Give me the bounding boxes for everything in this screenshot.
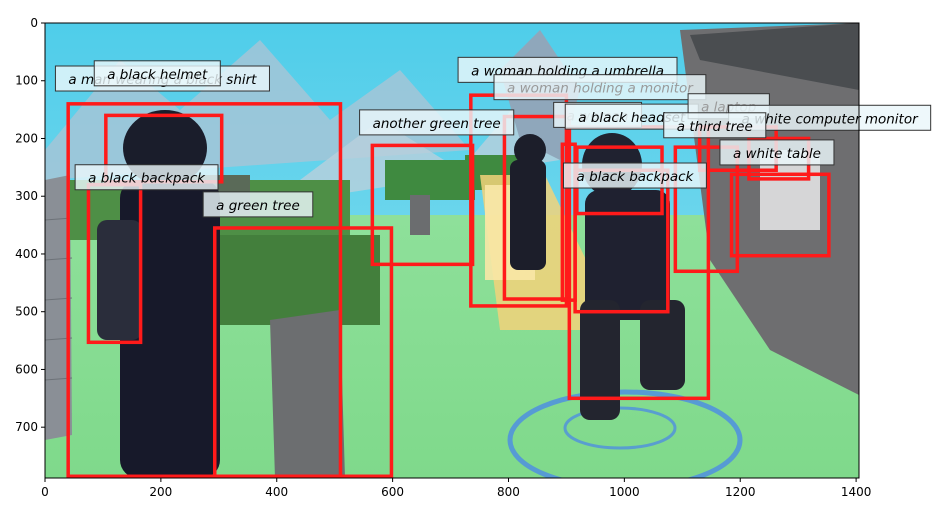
box-label-background xyxy=(663,112,767,139)
x-tick-label: 200 xyxy=(149,485,172,499)
y-tick-label: 0 xyxy=(30,16,38,30)
box-label-background xyxy=(719,139,835,166)
box-label: a third tree xyxy=(677,119,753,135)
box-label: a black backpack xyxy=(88,171,206,187)
box-label-group: a third tree xyxy=(663,112,767,139)
x-tick-label: 600 xyxy=(381,485,404,499)
bounding-box xyxy=(729,172,831,258)
y-tick-label: 100 xyxy=(15,74,38,88)
box-label-group: a black backpack xyxy=(563,162,707,189)
y-axis: 0 100 200 300 400 500 600 700 xyxy=(15,16,45,434)
x-tick-label: 800 xyxy=(497,485,520,499)
box-label-group: a black helmet xyxy=(93,60,221,87)
box-label: a white table xyxy=(733,146,821,162)
box-label-group: a white table xyxy=(719,139,835,166)
x-tick-label: 1200 xyxy=(725,485,756,499)
y-tick-label: 200 xyxy=(15,131,38,145)
x-tick-label: 1400 xyxy=(841,485,872,499)
x-tick-label: 1000 xyxy=(609,485,640,499)
box-label-background xyxy=(493,74,707,101)
x-tick-label: 0 xyxy=(41,485,49,499)
y-tick-label: 400 xyxy=(15,247,38,261)
y-tick-label: 600 xyxy=(15,362,38,376)
box-label-group: a woman holding a monitor xyxy=(493,74,707,101)
y-tick-label: 700 xyxy=(15,420,38,434)
bounding-box xyxy=(66,102,343,479)
box-label: a black helmet xyxy=(107,67,208,83)
x-tick-label: 400 xyxy=(265,485,288,499)
box-label-group: a green tree xyxy=(202,191,314,218)
box-label: a white computer monitor xyxy=(742,111,919,127)
y-tick-label: 500 xyxy=(15,305,38,319)
x-axis: 0 200 400 600 800 1000 1200 1400 xyxy=(41,478,871,499)
box-label-background xyxy=(74,164,219,191)
box-label: a black backpack xyxy=(577,169,695,185)
bounding-box xyxy=(673,145,740,274)
box-label-background xyxy=(202,191,314,218)
box-label-group: a black backpack xyxy=(74,164,219,191)
box-label: a green tree xyxy=(216,198,300,214)
box-label: a woman holding a monitor xyxy=(507,81,694,97)
box-label-background xyxy=(563,162,707,189)
y-tick-label: 300 xyxy=(15,189,38,203)
bounding-box xyxy=(213,226,394,479)
axes-frame xyxy=(44,22,860,479)
box-label: another green tree xyxy=(373,116,501,132)
box-label-background xyxy=(359,109,515,136)
box-label-background xyxy=(93,60,221,87)
box-label: a black headset xyxy=(578,110,686,126)
box-label-group: another green tree xyxy=(359,109,515,136)
